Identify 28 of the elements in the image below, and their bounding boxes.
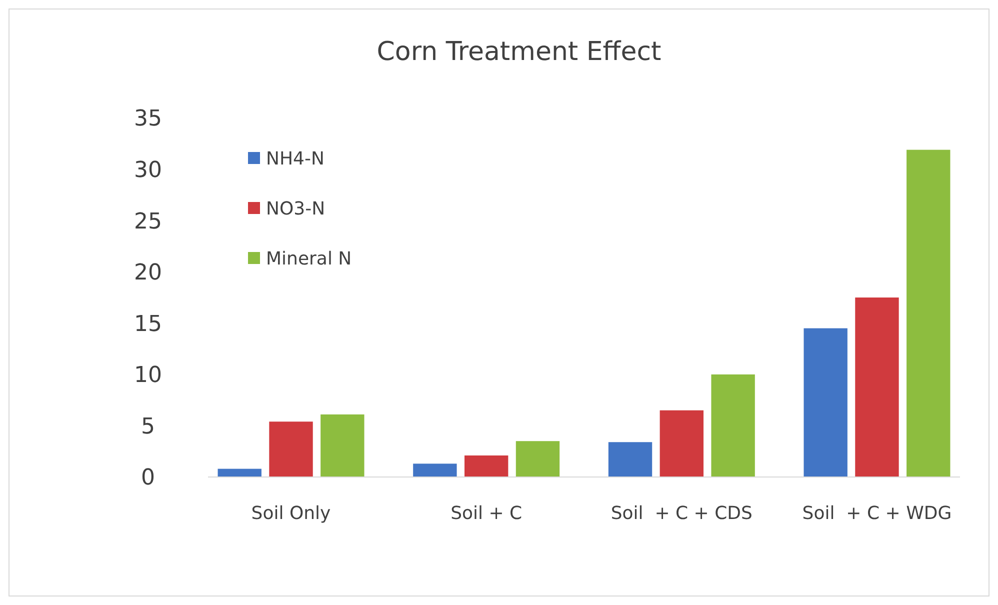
bar	[906, 150, 950, 477]
bar	[269, 422, 313, 477]
chart-title: Corn Treatment Effect	[376, 37, 662, 67]
bar	[855, 298, 899, 477]
legend-label: Mineral N	[266, 248, 352, 270]
y-tick-label: 30	[134, 158, 162, 183]
x-tick-label: Soil + C	[450, 503, 522, 524]
y-tick-label: 0	[141, 466, 155, 491]
bar	[660, 410, 704, 477]
legend-label: NH4-N	[266, 148, 324, 170]
y-tick-label: 35	[134, 106, 162, 132]
x-tick-label: Soil + C + WDG	[802, 503, 952, 524]
bar	[608, 442, 652, 477]
legend-label: NO3-N	[266, 198, 326, 220]
y-tick-label: 10	[134, 363, 162, 388]
bar	[320, 414, 364, 477]
bar	[516, 441, 560, 477]
bar	[804, 328, 848, 477]
bar	[464, 455, 508, 477]
x-tick-label: Soil Only	[251, 503, 332, 524]
bar	[711, 374, 755, 477]
y-tick-label: 20	[134, 260, 162, 286]
y-tick-label: 5	[141, 414, 155, 440]
y-tick-label: 25	[134, 209, 162, 234]
x-tick-label: Soil + C + CDS	[610, 503, 752, 524]
bar	[413, 464, 457, 477]
bar	[218, 468, 262, 477]
y-tick-label: 15	[134, 312, 162, 337]
